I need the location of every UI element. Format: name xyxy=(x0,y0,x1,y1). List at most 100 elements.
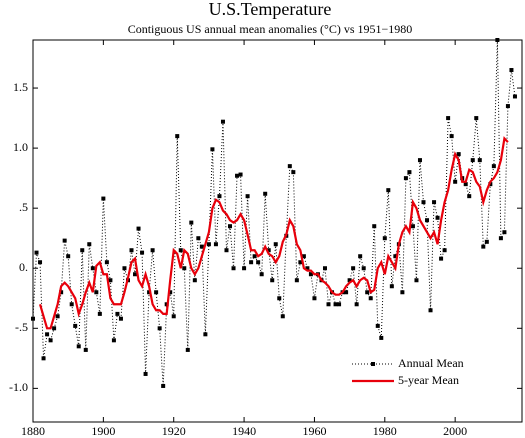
point xyxy=(210,147,215,152)
x-tick-label: 2000 xyxy=(443,424,467,438)
point xyxy=(97,311,102,316)
point xyxy=(291,170,296,175)
point xyxy=(178,248,183,253)
point xyxy=(101,196,106,201)
point xyxy=(393,254,398,259)
legend-label: Annual Mean xyxy=(398,356,464,370)
point xyxy=(94,290,99,295)
point xyxy=(505,104,510,109)
point xyxy=(157,326,162,331)
point xyxy=(256,260,261,265)
point xyxy=(252,254,257,259)
point xyxy=(456,152,461,157)
point xyxy=(263,191,268,196)
point xyxy=(143,371,148,376)
point xyxy=(242,266,247,271)
point xyxy=(140,250,145,255)
point xyxy=(228,224,233,229)
point xyxy=(484,239,489,244)
point xyxy=(375,323,380,328)
point xyxy=(154,290,159,295)
point xyxy=(491,164,496,169)
point xyxy=(414,278,419,283)
annual-line xyxy=(32,39,516,386)
point xyxy=(249,260,254,265)
point xyxy=(421,200,426,205)
point xyxy=(224,248,229,253)
point xyxy=(185,347,190,352)
point xyxy=(87,242,92,247)
point xyxy=(220,119,225,124)
point xyxy=(108,278,113,283)
point xyxy=(73,323,78,328)
point xyxy=(410,224,415,229)
point xyxy=(477,158,482,163)
point xyxy=(118,316,123,321)
point xyxy=(273,242,278,247)
point xyxy=(59,290,64,295)
point xyxy=(52,326,57,331)
point xyxy=(133,272,138,277)
point xyxy=(400,290,405,295)
point xyxy=(337,302,342,307)
point xyxy=(301,254,306,259)
point xyxy=(55,314,60,319)
point xyxy=(280,314,285,319)
point xyxy=(382,236,387,241)
point xyxy=(175,134,180,139)
point xyxy=(206,242,211,247)
point xyxy=(231,266,236,271)
x-tick-label: 1920 xyxy=(162,424,186,438)
point xyxy=(182,266,187,271)
point xyxy=(203,332,208,337)
y-tick-label: 1.5 xyxy=(13,80,28,94)
point xyxy=(168,290,173,295)
point xyxy=(481,244,486,249)
point xyxy=(354,302,359,307)
point xyxy=(439,256,444,261)
plot-frame xyxy=(32,39,523,423)
point xyxy=(41,356,46,361)
point xyxy=(69,302,74,307)
point xyxy=(435,215,440,220)
point xyxy=(83,347,88,352)
point xyxy=(62,238,67,243)
point xyxy=(171,314,176,319)
point xyxy=(308,272,313,277)
point xyxy=(45,332,50,337)
y-tick-label: 1.0 xyxy=(13,140,28,154)
point xyxy=(361,266,366,271)
point xyxy=(368,296,373,301)
point xyxy=(38,260,43,265)
point xyxy=(407,170,412,175)
point xyxy=(115,311,120,316)
point xyxy=(322,266,327,271)
point xyxy=(298,260,303,265)
point xyxy=(386,188,391,193)
point xyxy=(509,68,514,73)
point xyxy=(417,158,422,163)
chart-title: U.S.Temperature xyxy=(209,0,332,19)
point xyxy=(498,236,503,241)
point xyxy=(333,302,338,307)
point xyxy=(512,94,517,99)
point xyxy=(129,248,134,253)
point xyxy=(136,226,141,231)
point xyxy=(90,266,95,271)
point xyxy=(189,220,194,225)
y-tick-label: .5 xyxy=(19,200,28,214)
point xyxy=(326,302,331,307)
y-tick-label: -.5 xyxy=(15,320,28,334)
point xyxy=(192,278,197,283)
point xyxy=(161,383,166,388)
point xyxy=(199,244,204,249)
point xyxy=(432,200,437,205)
point xyxy=(463,182,468,187)
point xyxy=(470,158,475,163)
point xyxy=(66,254,71,259)
point xyxy=(474,116,479,121)
point xyxy=(104,260,109,265)
point xyxy=(147,290,152,295)
point xyxy=(495,38,500,42)
